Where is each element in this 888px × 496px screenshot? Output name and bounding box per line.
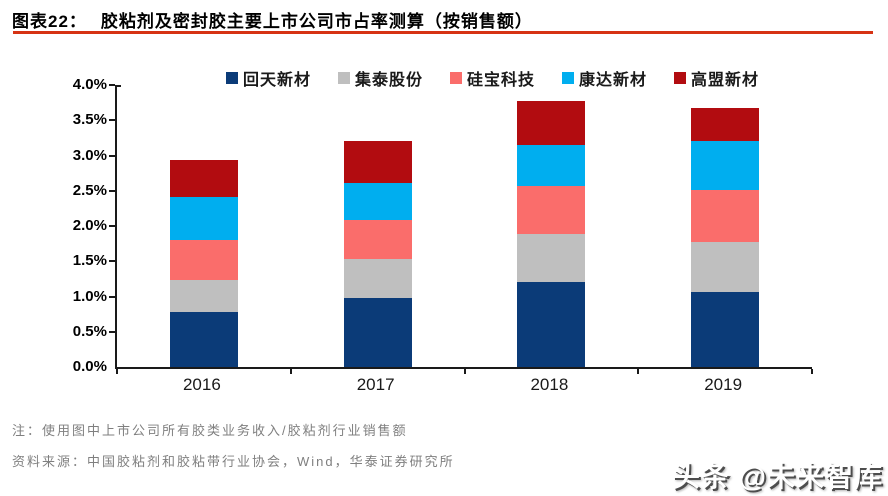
x-axis-tick	[811, 369, 813, 374]
y-axis-tick	[109, 84, 115, 86]
y-axis-tick	[109, 119, 115, 122]
bar-segment-集泰股份-2019	[691, 241, 760, 292]
legend-item-硅宝科技: 硅宝科技	[449, 66, 535, 90]
y-axis-label: 0.5%	[72, 322, 107, 340]
footnotes: 注：使用图中上市公司所有胶类业务收入/胶粘剂行业销售额 资料来源：中国胶粘剂和胶…	[12, 420, 455, 482]
x-axis-tick	[637, 369, 640, 374]
legend-marker-icon	[337, 72, 350, 84]
source-line: 资料来源：中国胶粘剂和胶粘带行业协会，Wind，华泰证券研究所	[12, 454, 455, 469]
y-axis-tick	[109, 225, 115, 227]
legend-item-回天新材: 回天新材	[225, 66, 311, 90]
x-axis-label-2019: 2019	[704, 375, 743, 394]
legend-item-高盟新材: 高盟新材	[674, 66, 759, 90]
x-axis-tick	[116, 369, 118, 374]
x-axis-tick	[463, 369, 466, 374]
bar-segment-康达新材-2017	[343, 183, 412, 221]
bar-segment-硅宝科技-2017	[343, 220, 412, 260]
y-axis-tick	[109, 330, 115, 333]
y-axis-label: 1.0%	[72, 287, 107, 305]
legend-item-康达新材: 康达新材	[562, 66, 647, 90]
y-axis-label: 2.5%	[72, 181, 107, 199]
legend-label: 康达新材	[579, 72, 648, 89]
title-underline-divider	[13, 31, 873, 34]
bar-segment-高盟新材-2017	[343, 141, 412, 184]
bar-segment-回天新材-2018	[517, 281, 586, 367]
note-line: 注：使用图中上市公司所有胶类业务收入/胶粘剂行业销售额	[12, 423, 408, 438]
legend-item-集泰股份: 集泰股份	[337, 66, 423, 90]
bar-segment-高盟新材-2016	[169, 159, 238, 198]
bar-segment-康达新材-2019	[691, 140, 760, 191]
bar-segment-集泰股份-2016	[169, 279, 238, 313]
legend-label: 硅宝科技	[466, 72, 535, 89]
stacked-bar-2017	[343, 141, 412, 367]
chart-plot-area	[109, 84, 813, 374]
bar-segment-回天新材-2017	[343, 297, 412, 367]
bar-segment-集泰股份-2017	[343, 259, 412, 298]
bar-segment-回天新材-2019	[691, 291, 760, 367]
y-axis-label: 0.0%	[72, 358, 107, 375]
bar-segment-高盟新材-2019	[691, 107, 760, 141]
bar-segment-高盟新材-2018	[517, 101, 586, 145]
chart-legend: 回天新材 集泰股份 硅宝科技 康达新材 高盟新材	[145, 66, 840, 90]
y-axis-tick	[109, 295, 115, 298]
y-axis-tick	[109, 260, 115, 263]
bar-segment-硅宝科技-2016	[169, 240, 238, 280]
bar-segment-回天新材-2016	[169, 312, 238, 367]
x-axis-tick	[289, 369, 292, 374]
figure-title-text: 胶粘剂及密封胶主要上市公司市占率测算（按销售额）	[100, 12, 533, 31]
figure-number-label: 图表22：	[12, 12, 87, 31]
bar-segment-康达新材-2016	[169, 197, 238, 241]
stacked-bar-2016	[169, 159, 238, 367]
bar-segment-康达新材-2018	[517, 144, 586, 186]
stacked-bar-2018	[517, 101, 586, 367]
x-axis-label-2017: 2017	[356, 375, 395, 394]
y-axis-label: 4.0%	[72, 76, 107, 93]
y-axis-label: 2.0%	[72, 217, 107, 234]
legend-marker-icon	[225, 72, 238, 84]
legend-label: 回天新材	[242, 72, 311, 89]
bar-segment-集泰股份-2018	[517, 233, 586, 282]
stacked-bar-2019	[691, 107, 760, 367]
legend-marker-icon	[449, 72, 462, 84]
figure-title: 图表22： 胶粘剂及密封胶主要上市公司市占率测算（按销售额）	[12, 7, 533, 32]
y-axis-label: 1.5%	[72, 252, 107, 270]
y-axis-top-tick	[115, 85, 121, 87]
x-axis-label-2016: 2016	[182, 375, 221, 394]
y-axis-label: 3.5%	[72, 111, 107, 129]
legend-marker-icon	[674, 72, 687, 84]
legend-label: 高盟新材	[691, 72, 760, 89]
y-axis-tick	[109, 154, 115, 157]
legend-marker-icon	[562, 72, 574, 84]
bar-segment-硅宝科技-2018	[517, 185, 586, 234]
y-axis-tick	[109, 189, 115, 192]
y-axis-label: 3.0%	[72, 146, 107, 164]
bar-segment-硅宝科技-2019	[691, 190, 760, 242]
toutiao-watermark: 头条 @未来智库	[671, 461, 883, 492]
x-axis-label-2018: 2018	[530, 375, 569, 394]
legend-label: 集泰股份	[354, 72, 423, 89]
